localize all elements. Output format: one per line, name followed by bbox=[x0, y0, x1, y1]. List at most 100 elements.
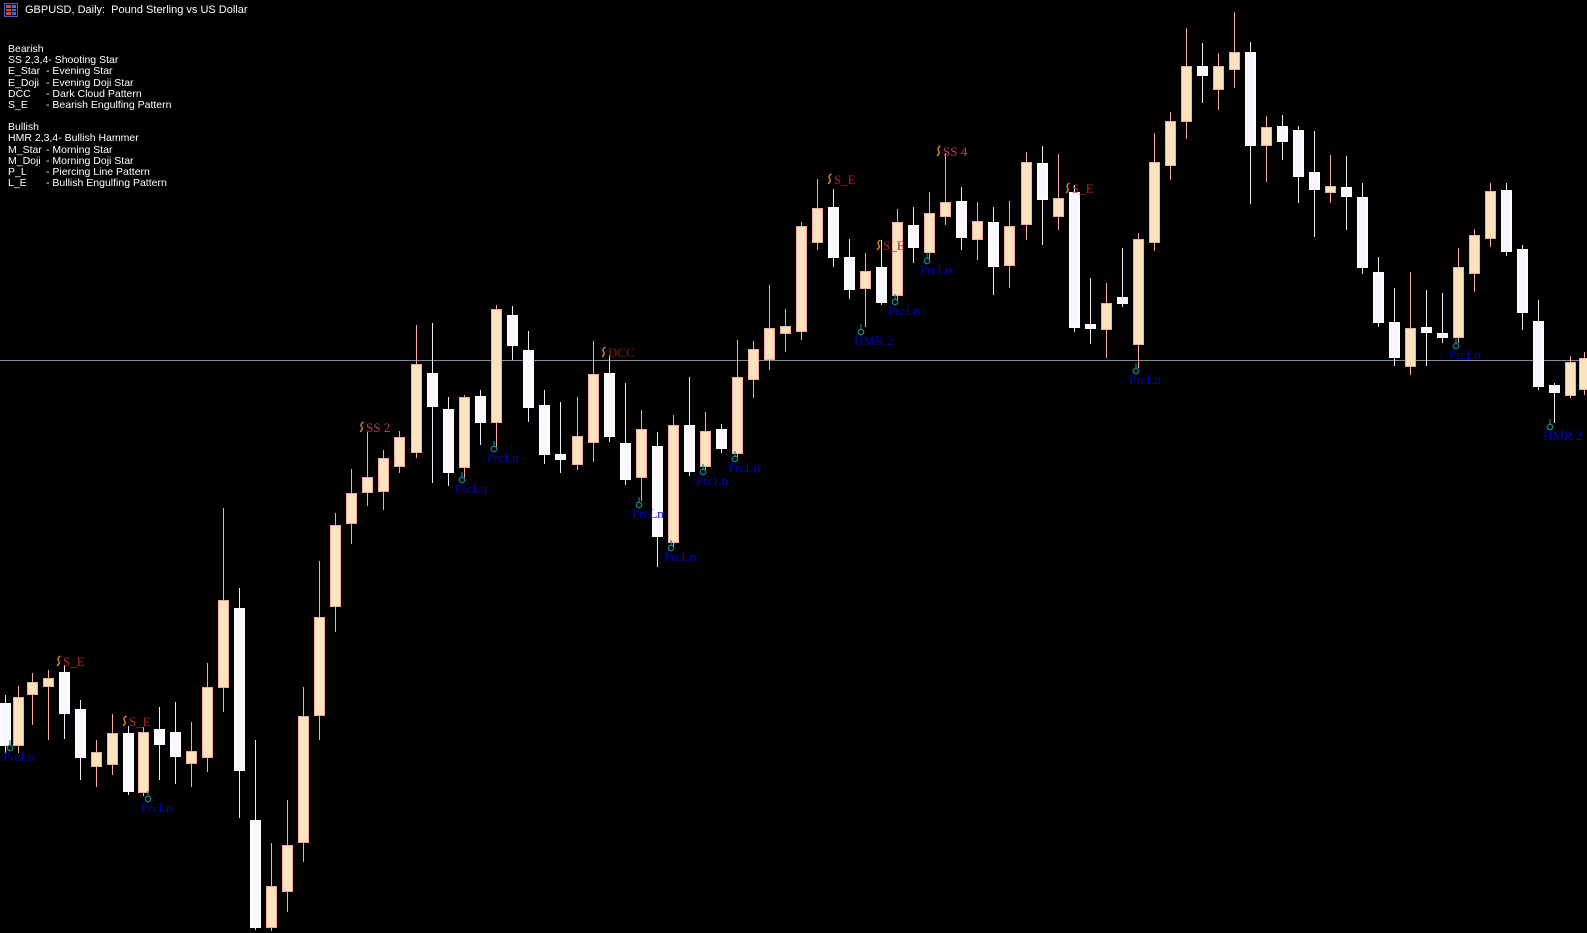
candle-body-bear bbox=[555, 454, 566, 460]
candle-body-bear bbox=[1341, 187, 1352, 197]
candle-body-bear bbox=[523, 350, 534, 408]
bullish-pattern-marker-icon bbox=[144, 791, 152, 803]
candle-body-bull bbox=[138, 732, 149, 793]
pattern-label-prcln: PrcLn bbox=[728, 451, 760, 475]
candle-body-bear bbox=[1549, 385, 1560, 393]
candle-body-bull bbox=[1181, 66, 1192, 122]
candle-body-bear bbox=[123, 733, 134, 792]
candle-body-bull bbox=[27, 682, 38, 695]
candle-wick bbox=[1442, 293, 1443, 343]
legend-header: Bearish bbox=[8, 43, 44, 55]
pattern-label-text: PrcLn bbox=[632, 506, 664, 521]
candle-body-bull bbox=[13, 697, 24, 746]
bearish-pattern-marker-icon bbox=[1065, 182, 1070, 194]
bullish-pattern-marker-icon bbox=[891, 294, 899, 306]
candle-body-bull bbox=[1325, 186, 1336, 193]
legend-abbr: S_E bbox=[8, 99, 28, 112]
candle-body-bull bbox=[1053, 198, 1064, 217]
candle-body-bull bbox=[892, 222, 903, 296]
candle-body-bear bbox=[1069, 192, 1080, 328]
candle-body-bear bbox=[539, 405, 550, 455]
candle-body-bear bbox=[1277, 126, 1288, 142]
candle-body-bear bbox=[1437, 333, 1448, 338]
candle-body-bear bbox=[1389, 322, 1400, 358]
pattern-label-text: S_E bbox=[129, 714, 151, 729]
bullish-pattern-marker-icon bbox=[490, 441, 498, 453]
legend-item: HMR 2,3,4- Bullish Hammer bbox=[8, 133, 172, 144]
pattern-label-prcln: PrcLn bbox=[696, 464, 728, 487]
candle-body-bear bbox=[475, 396, 486, 423]
pattern-label-s_e: S_E bbox=[56, 655, 85, 668]
pattern-label-dcc: DCC bbox=[601, 346, 635, 359]
candle-body-bull bbox=[1101, 303, 1112, 330]
candle-body-bull bbox=[362, 477, 373, 493]
candle-body-bull bbox=[860, 271, 871, 289]
legend-abbr: E_Star bbox=[8, 65, 41, 78]
candle-body-bull bbox=[1261, 127, 1272, 146]
candle-body-bull bbox=[1149, 162, 1160, 243]
candle-body-bear bbox=[0, 703, 11, 746]
candle-body-bull bbox=[1133, 239, 1144, 345]
candle-wick bbox=[769, 285, 770, 370]
candle-body-bear bbox=[170, 732, 181, 757]
bearish-pattern-marker-icon bbox=[122, 715, 127, 727]
bullish-pattern-marker-icon bbox=[923, 253, 931, 265]
bearish-pattern-marker-icon bbox=[359, 421, 364, 433]
pattern-legend: Bearish SS 2,3,4- Shooting Star E_Star - Ev… bbox=[8, 43, 172, 200]
candle-wick bbox=[48, 670, 49, 740]
chart-title-bar: GBPUSD, Daily: Pound Sterling vs US Doll… bbox=[4, 3, 248, 17]
candle-body-bear bbox=[620, 443, 631, 480]
candle-body-bull bbox=[1453, 267, 1464, 338]
bullish-pattern-marker-icon bbox=[458, 472, 466, 484]
legend-item: M_Star - Morning Star bbox=[8, 144, 172, 156]
candle-wick bbox=[1122, 248, 1123, 307]
pattern-label-text: S_E bbox=[834, 172, 856, 187]
candle-body-bull bbox=[394, 437, 405, 467]
candle-body-bull bbox=[266, 886, 277, 928]
pattern-label-prcln: PrcLn bbox=[888, 294, 920, 317]
legend-abbr: DCC bbox=[8, 87, 31, 100]
pattern-label-text: PrcLn bbox=[728, 460, 760, 475]
legend-item: L_E - Bullish Engulfing Pattern bbox=[8, 178, 172, 189]
pattern-label-prcln: PrcLn bbox=[141, 791, 173, 815]
legend-desc: - Evening Star bbox=[46, 65, 113, 78]
candle-body-bull bbox=[764, 328, 775, 360]
pattern-label-text: PrcLn bbox=[920, 262, 952, 277]
candle-body-bull bbox=[282, 845, 293, 892]
candle-body-bull bbox=[1579, 358, 1587, 390]
pattern-label-s_e: S_E bbox=[122, 714, 151, 729]
candle-body-bear bbox=[1309, 172, 1320, 190]
pattern-label-text: PrcLn bbox=[141, 800, 173, 815]
candle-body-bull bbox=[1004, 226, 1015, 266]
candle-body-bull bbox=[588, 374, 599, 443]
legend-desc: - Bullish Engulfing Pattern bbox=[46, 177, 167, 190]
candle-body-bull bbox=[346, 493, 357, 524]
pattern-label-text: PrcLn bbox=[455, 481, 487, 496]
candle-body-bear bbox=[1197, 66, 1208, 76]
pattern-label-s_e: S_E bbox=[827, 172, 856, 187]
candle-body-bear bbox=[1517, 249, 1528, 313]
pattern-label-prcln: PrcLn bbox=[1449, 338, 1481, 362]
pattern-label-prcln: PrcLn bbox=[920, 253, 952, 277]
candle-body-bull bbox=[91, 752, 102, 767]
pattern-label-text: PrcLn bbox=[1449, 347, 1481, 362]
candle-body-bull bbox=[1469, 235, 1480, 274]
candle-body-bear bbox=[1533, 321, 1544, 387]
pattern-label-text: PrcLn bbox=[3, 749, 35, 764]
pattern-label-text: SS 4 bbox=[943, 144, 968, 159]
chart-title: GBPUSD, Daily: Pound Sterling vs US Doll… bbox=[25, 4, 248, 16]
candle-body-bull bbox=[1213, 66, 1224, 90]
pattern-label-text: S_E bbox=[1072, 181, 1094, 196]
candle-body-bear bbox=[828, 207, 839, 258]
bullish-pattern-marker-icon bbox=[1452, 338, 1460, 350]
legend-item: E_Doji - Evening Doji Star bbox=[8, 77, 172, 89]
candle-body-bear bbox=[1037, 163, 1048, 200]
candle-wick bbox=[1090, 278, 1091, 344]
candle-body-bull bbox=[812, 208, 823, 243]
candle-body-bull bbox=[330, 525, 341, 607]
candle-body-bear bbox=[507, 315, 518, 346]
candle-body-bull bbox=[636, 429, 647, 478]
candle-body-bear bbox=[1373, 272, 1384, 323]
candle-body-bull bbox=[411, 364, 422, 453]
